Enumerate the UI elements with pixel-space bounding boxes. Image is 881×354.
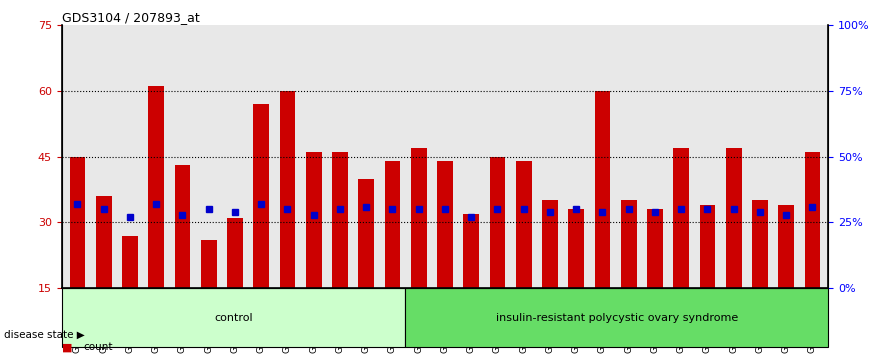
Bar <box>568 209 584 289</box>
Text: insulin-resistant polycystic ovary syndrome: insulin-resistant polycystic ovary syndr… <box>496 313 737 322</box>
Bar <box>306 152 322 289</box>
Text: control: control <box>214 313 253 322</box>
Bar <box>542 200 558 289</box>
Bar <box>490 156 506 289</box>
Bar <box>595 91 611 289</box>
Bar <box>279 91 295 289</box>
Bar <box>122 236 137 289</box>
Bar <box>700 205 715 289</box>
Bar <box>254 104 269 289</box>
Bar <box>70 156 85 289</box>
Text: disease state ▶: disease state ▶ <box>4 330 85 339</box>
Bar <box>515 161 531 289</box>
Bar <box>227 218 243 289</box>
Bar <box>384 161 400 289</box>
Bar <box>778 205 794 289</box>
Bar <box>411 148 426 289</box>
Bar <box>437 161 453 289</box>
Bar <box>359 178 374 289</box>
Bar <box>463 214 479 289</box>
Bar <box>621 200 636 289</box>
Bar <box>174 165 190 289</box>
Bar <box>673 148 689 289</box>
Text: GDS3104 / 207893_at: GDS3104 / 207893_at <box>62 11 199 24</box>
FancyBboxPatch shape <box>62 289 405 347</box>
Bar <box>148 86 164 289</box>
Bar <box>332 152 348 289</box>
Bar <box>647 209 663 289</box>
FancyBboxPatch shape <box>405 289 828 347</box>
Text: count: count <box>84 342 113 353</box>
Bar <box>201 240 217 289</box>
Bar <box>726 148 742 289</box>
Bar <box>752 200 767 289</box>
Text: ■: ■ <box>62 342 72 353</box>
Bar <box>96 196 112 289</box>
Bar <box>804 152 820 289</box>
